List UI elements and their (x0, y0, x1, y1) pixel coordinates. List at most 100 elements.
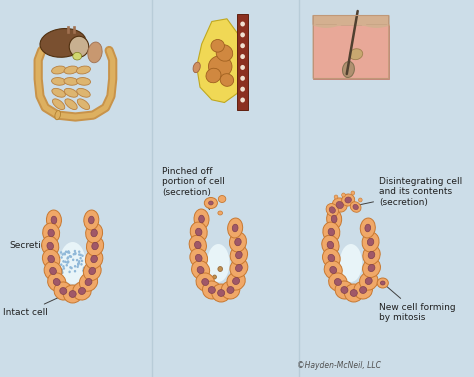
Circle shape (78, 250, 81, 253)
Ellipse shape (40, 29, 86, 57)
Ellipse shape (54, 282, 73, 300)
Circle shape (62, 253, 64, 256)
Ellipse shape (229, 232, 246, 252)
Circle shape (60, 270, 63, 272)
Ellipse shape (218, 290, 225, 296)
Circle shape (64, 261, 66, 263)
Ellipse shape (235, 238, 241, 246)
Ellipse shape (77, 99, 90, 110)
Ellipse shape (64, 285, 82, 303)
Circle shape (78, 262, 80, 264)
Circle shape (240, 54, 245, 59)
Ellipse shape (52, 88, 65, 97)
Ellipse shape (368, 251, 375, 259)
Ellipse shape (207, 244, 229, 282)
Ellipse shape (208, 287, 215, 293)
Ellipse shape (328, 273, 347, 291)
Circle shape (66, 261, 69, 264)
Circle shape (65, 250, 67, 253)
Ellipse shape (212, 284, 230, 302)
Ellipse shape (51, 216, 57, 224)
Ellipse shape (360, 218, 375, 238)
Circle shape (60, 251, 62, 254)
Circle shape (240, 98, 245, 103)
Ellipse shape (46, 210, 62, 230)
Ellipse shape (360, 287, 367, 293)
Ellipse shape (218, 211, 222, 215)
Circle shape (83, 267, 85, 269)
Circle shape (63, 252, 65, 255)
Polygon shape (197, 19, 244, 103)
Ellipse shape (209, 56, 232, 77)
Ellipse shape (327, 209, 342, 229)
Ellipse shape (84, 210, 99, 230)
Ellipse shape (91, 229, 97, 237)
Text: ©Hayden-McNeil, LLC: ©Hayden-McNeil, LLC (297, 361, 381, 370)
Ellipse shape (334, 279, 341, 285)
Circle shape (62, 265, 64, 268)
Circle shape (67, 261, 69, 263)
Circle shape (76, 265, 79, 268)
Ellipse shape (342, 194, 355, 206)
Circle shape (80, 263, 82, 266)
Ellipse shape (73, 52, 82, 60)
Ellipse shape (50, 267, 56, 274)
Ellipse shape (335, 281, 354, 299)
Circle shape (66, 257, 69, 260)
Ellipse shape (209, 201, 213, 205)
Ellipse shape (336, 201, 344, 208)
Circle shape (240, 76, 245, 81)
Circle shape (240, 21, 245, 26)
Circle shape (240, 43, 245, 48)
Ellipse shape (204, 198, 218, 208)
Circle shape (334, 195, 338, 199)
Ellipse shape (85, 249, 103, 269)
Circle shape (82, 254, 84, 257)
Ellipse shape (48, 273, 66, 291)
Circle shape (67, 250, 70, 253)
Ellipse shape (345, 197, 351, 203)
Ellipse shape (365, 277, 372, 285)
Ellipse shape (196, 273, 215, 291)
Circle shape (76, 259, 78, 261)
Ellipse shape (64, 88, 78, 97)
Ellipse shape (324, 261, 342, 279)
Ellipse shape (365, 224, 371, 232)
Circle shape (240, 32, 245, 37)
Circle shape (77, 264, 80, 266)
Ellipse shape (190, 248, 208, 268)
Ellipse shape (52, 78, 66, 85)
Circle shape (65, 264, 68, 267)
Circle shape (64, 253, 66, 256)
Ellipse shape (77, 88, 90, 97)
Ellipse shape (362, 232, 379, 252)
Ellipse shape (91, 255, 98, 263)
Text: Intact cell: Intact cell (3, 292, 70, 317)
Ellipse shape (328, 228, 335, 236)
Circle shape (61, 271, 64, 274)
Ellipse shape (193, 62, 201, 73)
Ellipse shape (230, 245, 247, 265)
Ellipse shape (363, 245, 380, 265)
Ellipse shape (83, 262, 101, 280)
Circle shape (67, 261, 69, 264)
Circle shape (73, 253, 75, 256)
Circle shape (213, 275, 217, 279)
Circle shape (72, 259, 74, 261)
Ellipse shape (89, 267, 96, 274)
Ellipse shape (327, 241, 334, 249)
Circle shape (73, 250, 76, 252)
Ellipse shape (55, 110, 61, 120)
Ellipse shape (236, 251, 242, 259)
Ellipse shape (350, 202, 361, 212)
Ellipse shape (345, 284, 363, 302)
Ellipse shape (197, 267, 204, 274)
Circle shape (69, 255, 71, 257)
Circle shape (83, 267, 85, 270)
Ellipse shape (195, 254, 202, 262)
Ellipse shape (47, 242, 54, 250)
Circle shape (77, 262, 80, 265)
Ellipse shape (363, 259, 381, 277)
Ellipse shape (330, 267, 337, 274)
Ellipse shape (220, 74, 234, 86)
